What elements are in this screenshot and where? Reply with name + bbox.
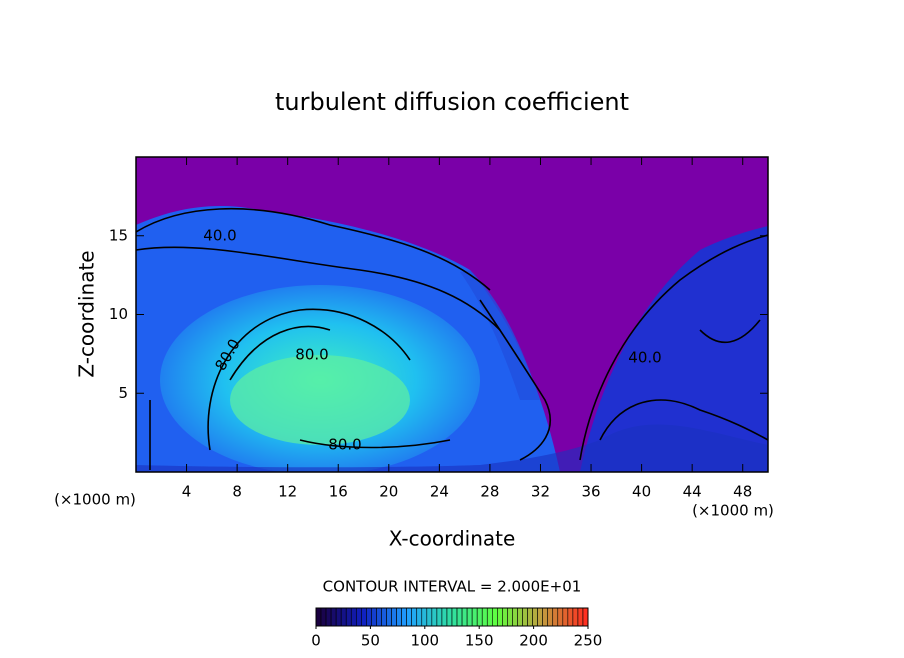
y-axis-label: Z-coordinate [75, 250, 99, 377]
colorbar-cell [552, 607, 559, 627]
colorbar-cell [411, 607, 418, 627]
colorbar-cell [507, 607, 513, 627]
colorbar-tick-label: 50 [361, 632, 380, 650]
colorbar-cell [522, 607, 528, 627]
colorbar-cell [461, 607, 468, 627]
colorbar-cell [386, 607, 392, 627]
colorbar-cell [471, 607, 478, 627]
colorbar-cell [441, 607, 448, 627]
x-tick-label: 32 [531, 483, 550, 501]
colorbar-cell [491, 607, 498, 627]
colorbar-cell [512, 607, 518, 627]
x-tick-label: 16 [329, 483, 348, 501]
colorbar-cell [542, 607, 549, 627]
colorbar-cell [376, 607, 382, 627]
field [136, 157, 768, 472]
colorbar-cell [335, 607, 342, 627]
x-tick-label: 36 [581, 483, 600, 501]
colorbar-cell [325, 607, 332, 627]
colorbar-cell [547, 607, 554, 627]
colorbar-cell [350, 607, 357, 627]
x-tick-label: 8 [232, 483, 242, 501]
colorbar-cell [502, 607, 508, 627]
y-tick-label: 15 [109, 226, 128, 244]
colorbar-cell [582, 607, 589, 627]
colorbar-cell [557, 607, 564, 627]
x-tick-label: 40 [632, 483, 651, 501]
colorbar-cell [446, 607, 453, 627]
x-tick-label: 44 [683, 483, 702, 501]
colorbar-cell [456, 607, 463, 627]
colorbar-tick-label: 250 [574, 632, 603, 650]
colorbar-cell [537, 607, 543, 627]
x-unit-label: (×1000 m) [54, 491, 136, 509]
colorbar-cell [451, 607, 458, 627]
colorbar-tick-label: 200 [519, 632, 548, 650]
colorbar-cell [396, 607, 402, 627]
colorbar-cell [572, 607, 579, 627]
colorbar-cell [340, 607, 347, 627]
colorbar-cell [315, 607, 322, 627]
colorbar-cell [517, 607, 523, 627]
colorbar-cell [416, 607, 423, 627]
colorbar-cell [466, 607, 473, 627]
colorbar-cell [497, 607, 503, 627]
colorbar-cell [391, 607, 397, 627]
y-tick-label: 5 [118, 384, 128, 402]
colorbar-cell [476, 607, 483, 627]
colorbar-cell [401, 607, 407, 627]
x-axis-label: X-coordinate [389, 527, 516, 551]
colorbar-cell [532, 607, 538, 627]
contour-label: 40.0 [628, 349, 661, 367]
x-tick-label: 4 [182, 483, 192, 501]
x-tick-label: 48 [733, 483, 752, 501]
x-tick-label: 28 [480, 483, 499, 501]
colorbar-cell [426, 607, 433, 627]
colorbar-cell [366, 607, 372, 627]
x-tick-label: 12 [278, 483, 297, 501]
colorbar-cell [320, 607, 327, 627]
colorbar-tick-label: 0 [311, 632, 321, 650]
colorbar-cell [330, 607, 337, 627]
colorbar-cell [406, 607, 413, 627]
colorbar-cell [527, 607, 533, 627]
colorbar: 0 50 100 150 200 250 [311, 607, 603, 650]
colorbar-cell [567, 607, 574, 627]
colorbar-cell [421, 607, 428, 627]
colorbar-cell [371, 607, 377, 627]
colorbar-cell [381, 607, 387, 627]
colorbar-tick-label: 150 [465, 632, 494, 650]
colorbar-cell [345, 607, 352, 627]
x-tick-label: 24 [430, 483, 449, 501]
colorbar-cell [562, 607, 569, 627]
y-tick-label: 10 [109, 305, 128, 323]
colorbar-cell [436, 607, 443, 627]
x-tick-label: 20 [379, 483, 398, 501]
colorbar-cell [481, 607, 488, 627]
colorbar-cell [486, 607, 493, 627]
colorbar-cell [431, 607, 438, 627]
colorbar-frame [315, 607, 589, 627]
contour-label: 40.0 [203, 227, 236, 245]
x-unit-label: (×1000 m) [692, 502, 774, 520]
contour-interval: CONTOUR INTERVAL = 2.000E+01 [323, 578, 582, 596]
colorbar-cell [577, 607, 584, 627]
colorbar-cell [355, 607, 362, 627]
contour-label: 80.0 [328, 436, 361, 454]
colorbar-cell [361, 607, 367, 627]
colorbar-tick-label: 100 [410, 632, 439, 650]
chart-title: turbulent diffusion coefficient [275, 88, 629, 116]
contour-label: 80.0 [295, 346, 328, 364]
